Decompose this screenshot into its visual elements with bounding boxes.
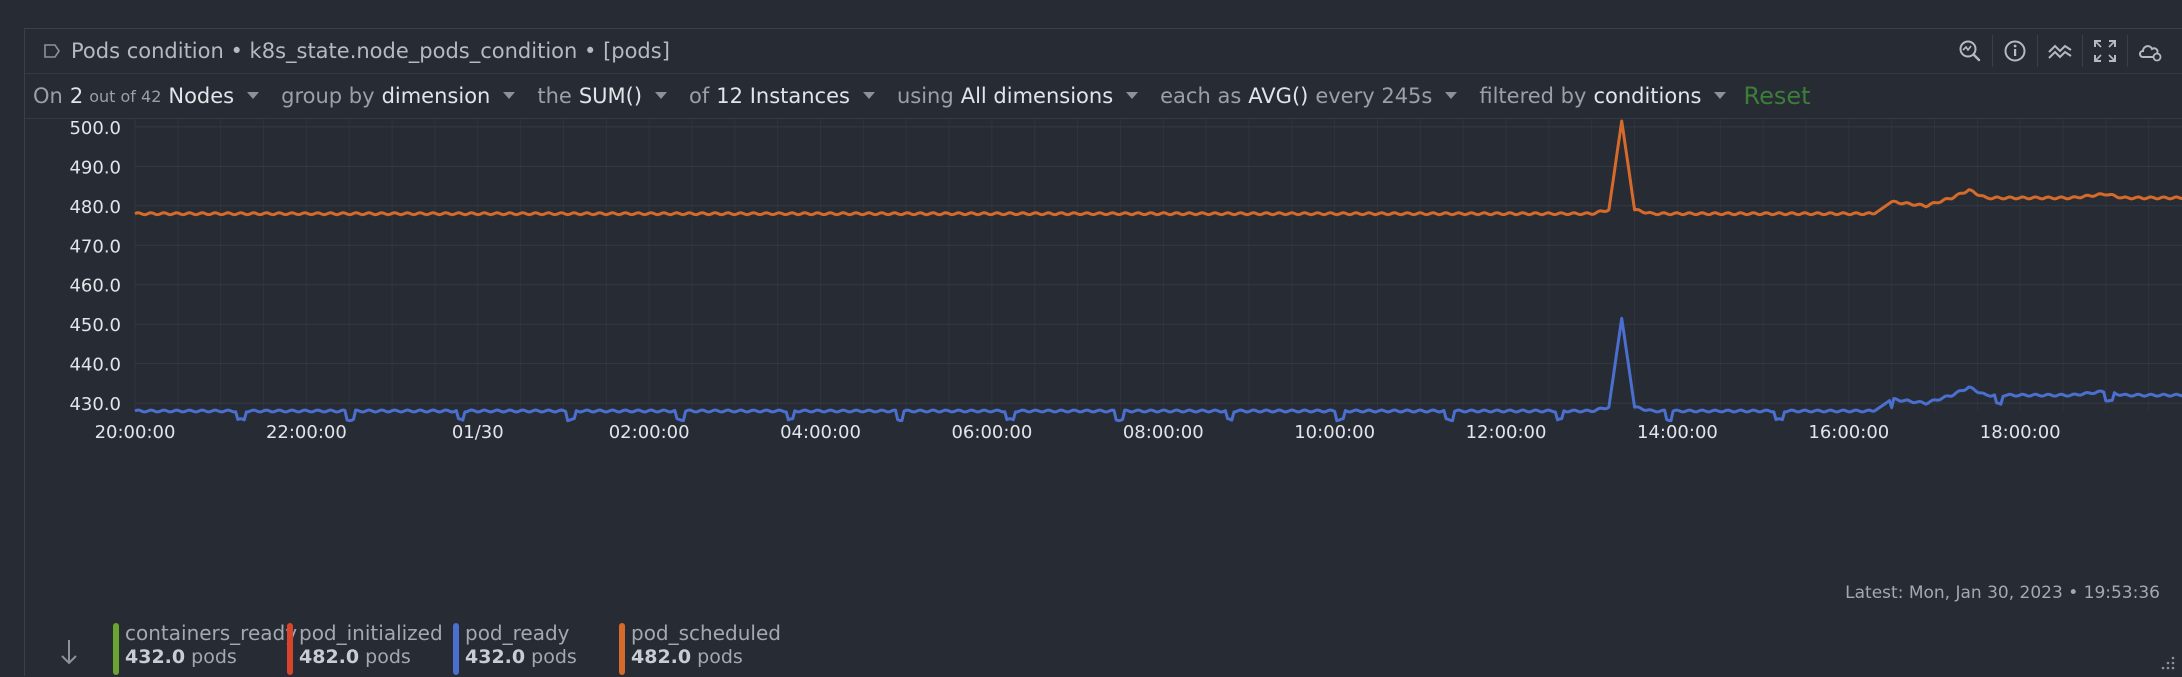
y-tick-label: 430.0 [69, 394, 121, 415]
resize-handle-icon[interactable] [2160, 655, 2176, 671]
x-tick-label: 10:00:00 [1294, 422, 1375, 443]
filter-bar: On 2 out of 42 Nodes group by dimension … [25, 74, 2182, 119]
chart-type-button[interactable] [2037, 35, 2082, 67]
x-tick-label: 04:00:00 [780, 422, 861, 443]
line-chart[interactable]: 430.0 440.0 450.0 460.0 470.0 480.0 490.0 500.0… [25, 119, 2182, 599]
legend-color-swatch [619, 623, 625, 675]
legend-item-containers-ready[interactable]: containers_ready 432.0 pods [113, 621, 297, 675]
y-tick-label: 480.0 [69, 197, 121, 218]
zoom-icon [1959, 40, 1981, 62]
fullscreen-icon [2094, 40, 2116, 62]
x-tick-label: 06:00:00 [951, 422, 1032, 443]
chevron-down-icon [1445, 92, 1458, 99]
chevron-down-icon [503, 92, 516, 99]
collapse-icon[interactable] [41, 40, 63, 62]
x-tick-label: 08:00:00 [1123, 422, 1204, 443]
series-line-pod-ready [134, 316, 2182, 423]
x-tick-label: 14:00:00 [1637, 422, 1718, 443]
chevron-down-icon [862, 92, 875, 99]
x-tick-label: 02:00:00 [609, 422, 690, 443]
alert-button[interactable] [2127, 35, 2172, 67]
x-tick-label: 22:00:00 [266, 422, 347, 443]
instances-filter[interactable]: of 12 Instances [689, 84, 876, 108]
chart-type-icon [2048, 44, 2072, 59]
chart-actions [1948, 35, 2172, 67]
legend-item-pod-initialized[interactable]: pod_initialized 482.0 pods [287, 621, 443, 675]
x-tick-label: 01/30 [452, 422, 504, 443]
y-tick-label: 460.0 [69, 276, 121, 297]
info-icon [2004, 40, 2026, 62]
chart-title: Pods condition • k8s_state.node_pods_con… [71, 39, 670, 63]
dimensions-filter[interactable]: using All dimensions [897, 84, 1139, 108]
legend-color-swatch [113, 623, 119, 675]
legend-color-swatch [453, 623, 459, 675]
fullscreen-button[interactable] [2082, 35, 2127, 67]
chevron-down-icon [655, 92, 668, 99]
y-tick-label: 470.0 [69, 236, 121, 257]
x-tick-label: 16:00:00 [1808, 422, 1889, 443]
x-tick-label: 12:00:00 [1466, 422, 1547, 443]
y-tick-label: 500.0 [69, 119, 121, 139]
chevron-down-icon [1714, 92, 1727, 99]
arrow-down-icon[interactable] [59, 637, 79, 667]
reset-button[interactable]: Reset [1743, 82, 1811, 110]
y-tick-label: 440.0 [69, 355, 121, 376]
latest-timestamp: Latest: Mon, Jan 30, 2023 • 19:53:36 [1845, 583, 2160, 603]
info-button[interactable] [1992, 35, 2037, 67]
series-line-pod-scheduled [134, 119, 2182, 217]
chart-legend: containers_ready 432.0 pods pod_initiali… [25, 607, 2182, 677]
chart-panel: Pods condition • k8s_state.node_pods_con… [24, 28, 2182, 676]
x-tick-label: 20:00:00 [95, 422, 176, 443]
aggregation-filter[interactable]: the SUM() [537, 84, 668, 108]
chart-header: Pods condition • k8s_state.node_pods_con… [25, 29, 2182, 74]
zoom-button[interactable] [1948, 35, 1992, 67]
cloud-alert-icon [2139, 45, 2162, 62]
time-aggregation-filter[interactable]: each as AVG() every 245s [1160, 84, 1458, 108]
x-tick-label: 18:00:00 [1980, 422, 2061, 443]
y-tick-label: 490.0 [69, 157, 121, 178]
chevron-down-icon [247, 92, 260, 99]
legend-color-swatch [287, 623, 293, 675]
group-by-filter[interactable]: group by dimension [281, 84, 516, 108]
y-tick-label: 450.0 [69, 315, 121, 336]
labels-filter[interactable]: filtered by conditions [1479, 84, 1727, 108]
legend-item-pod-ready[interactable]: pod_ready 432.0 pods [453, 621, 577, 675]
nodes-filter[interactable]: On 2 out of 42 Nodes [33, 84, 260, 108]
legend-item-pod-scheduled[interactable]: pod_scheduled 482.0 pods [619, 621, 781, 675]
chevron-down-icon [1126, 92, 1139, 99]
